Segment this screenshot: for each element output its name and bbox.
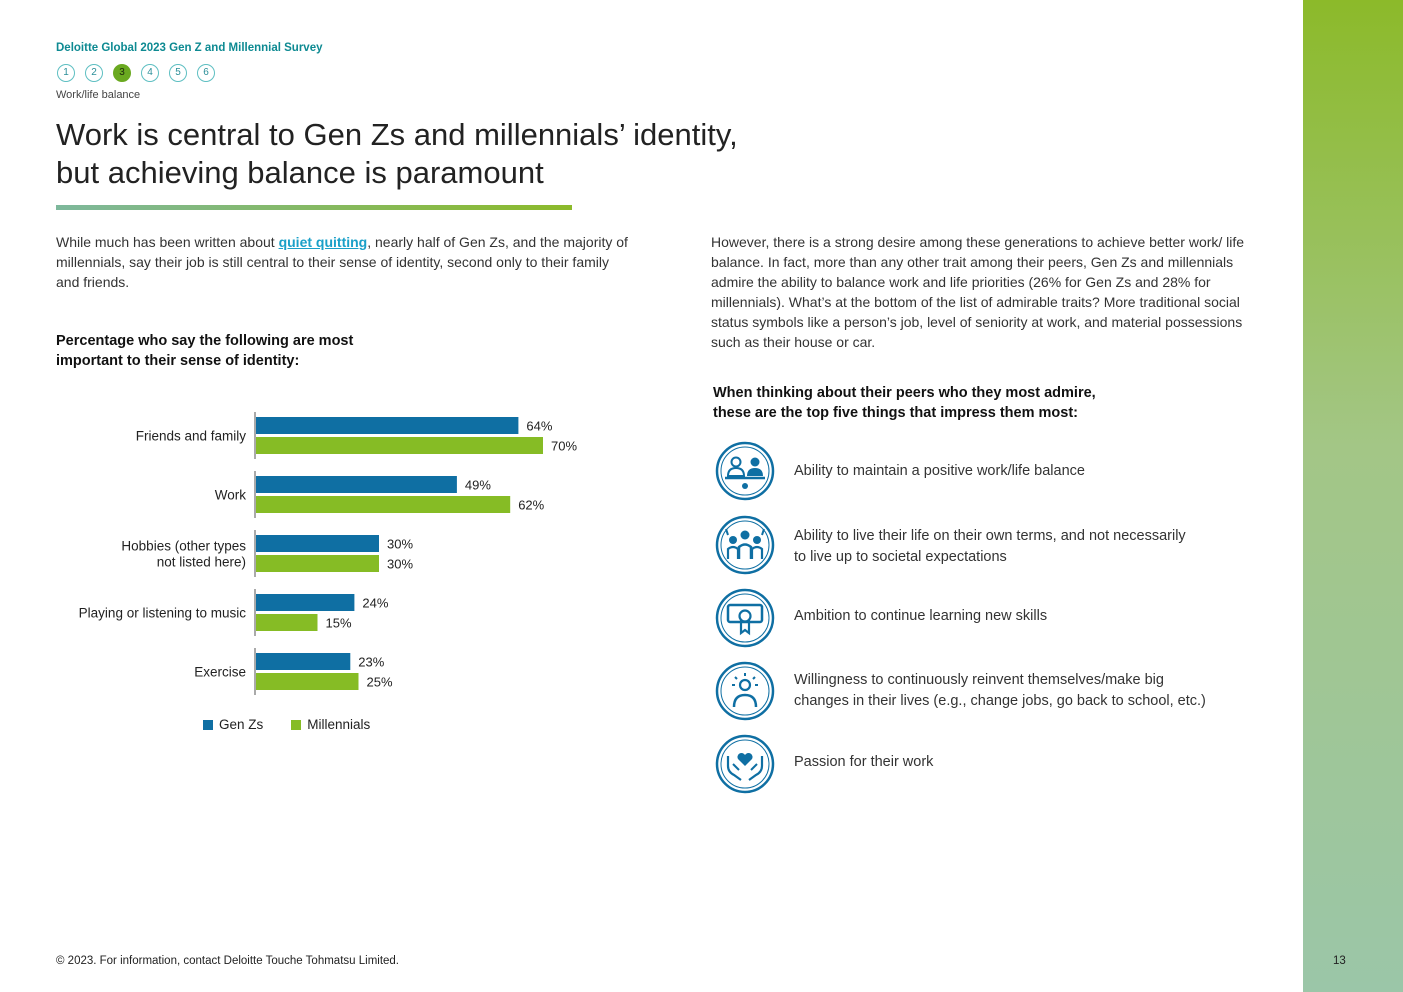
trait-text-4b: changes in their lives (e.g., change job… [794,693,1206,709]
chart-category-label: Work [215,488,247,503]
quiet-quitting-link[interactable]: quiet quitting [278,234,368,250]
work-life-balance-icon [715,441,775,501]
chart-bar-genz [256,594,355,611]
trait-item: Ability to live their life on their own … [715,515,1235,577]
page-title: Work is central to Gen Zs and millennial… [56,116,816,192]
chart-category-label: Exercise [194,665,246,680]
trait-text-2a: Ability to live their life on their own … [794,528,1186,544]
chart-data-label: 62% [518,498,544,513]
chart-data-label: 15% [326,616,352,631]
chart-data-label: 64% [526,419,552,434]
intro-text-after: , nearly half of Gen Zs, and the majorit… [56,234,628,290]
trait-item: Ability to maintain a positive work/life… [715,441,1235,503]
intro-paragraph: While much has been written about quiet … [56,232,636,292]
chart-data-label: 49% [465,478,491,493]
idea-person-icon [715,661,775,721]
legend-swatch-genz [203,719,213,730]
legend-label-millennials: Millennials [307,717,371,732]
decorative-sidebar [1303,0,1403,992]
step-5-button[interactable]: 5 [169,64,187,82]
chart-data-label: 30% [387,537,413,552]
trait-item: Ambition to continue learning new skills [715,588,1235,650]
page-title-line-2: but achieving balance is paramount [56,155,544,190]
title-underline [56,205,572,210]
chart-legend: Gen Zs Millennials [203,717,370,732]
step-4-button[interactable]: 4 [141,64,159,82]
legend-label-genz: Gen Zs [219,717,264,732]
chart-category-label: not listed here) [157,555,246,570]
chart-data-label: 30% [387,557,413,572]
traits-title: When thinking about their peers who they… [713,385,1096,421]
trait-item: Willingness to continuously reinvent the… [715,661,1235,723]
chart-data-label: 23% [358,655,384,670]
chart-canvas: Friends and family 64% 70% Work 49% 62% Hobbie… [79,412,577,695]
people-group-icon [715,515,775,575]
chart-category-label: Friends and family [136,429,247,444]
trait-item: Passion for their work [715,734,1235,796]
trait-text-3: Ambition to continue learning new skills [794,608,1048,624]
page-title-line-1: Work is central to Gen Zs and millennial… [56,117,738,152]
footer-copyright: © 2023. For information, contact Deloitt… [56,955,400,967]
heart-hands-icon [715,734,775,794]
chart-bar-millennials [256,614,318,631]
chart-bar-millennials [256,496,511,513]
chart-bar-genz [256,476,457,493]
legend-item-genz: Gen Zs [203,717,263,732]
chart-data-label: 25% [367,675,393,690]
section-label: Work/life balance [56,89,141,101]
trait-text-4a: Willingness to continuously reinvent the… [794,672,1164,688]
page-number: 13 [1333,955,1346,967]
step-6-button[interactable]: 6 [197,64,215,82]
step-3-button[interactable]: 3 [113,64,131,82]
chart-category-label: Playing or listening to music [79,606,247,621]
trait-text-5: Passion for their work [794,754,934,770]
chart-data-label: 70% [551,439,577,454]
trait-text-1: Ability to maintain a positive work/life… [794,463,1085,479]
intro-text-before: While much has been written about [56,234,279,250]
chart-data-label: 24% [362,596,388,611]
chart-category-label: Hobbies (other types [121,539,246,554]
chart-bar-genz [256,417,519,434]
trait-text-2b: to live up to societal expectations [794,549,1007,565]
chart-title: Percentage who say the following are mos… [56,333,354,369]
legend-item-millennials: Millennials [291,717,370,732]
chart-bar-millennials [256,437,543,454]
survey-title: Deloitte Global 2023 Gen Z and Millennia… [56,42,323,54]
chart-bar-millennials [256,555,379,572]
certificate-icon [715,588,775,648]
step-2-button[interactable]: 2 [85,64,103,82]
chart-bar-genz [256,653,351,670]
identity-bar-chart: Friends and family 64% 70% Work 49% 62% Hobbie… [40,405,640,705]
step-1-button[interactable]: 1 [57,64,75,82]
section-steps-nav: 1 2 3 4 5 6 [57,64,215,82]
chart-bar-genz [256,535,379,552]
legend-swatch-millennials [291,719,302,730]
balance-paragraph: However, there is a strong desire among … [711,234,1245,350]
chart-bar-millennials [256,673,359,690]
